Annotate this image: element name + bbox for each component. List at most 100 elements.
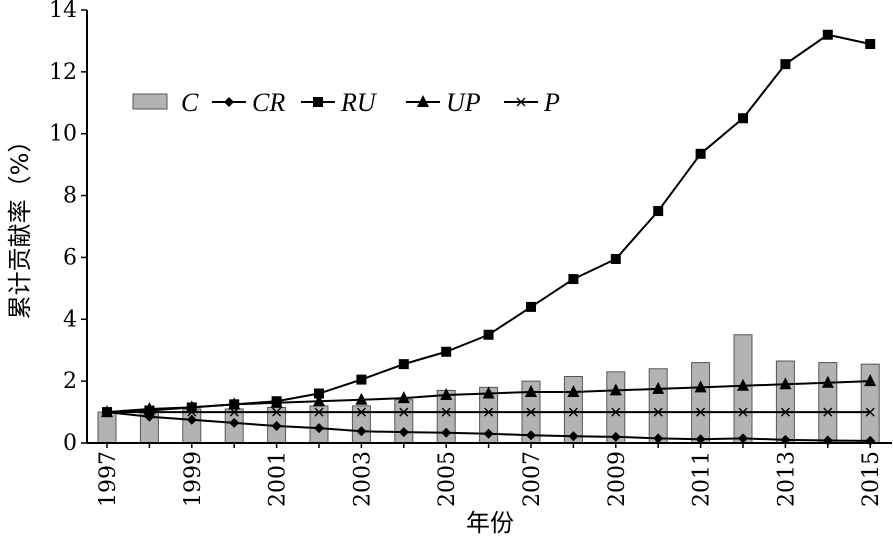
- point-up: [694, 380, 707, 393]
- point-up: [440, 388, 453, 401]
- y-tick-label: 10: [49, 122, 77, 147]
- point-up: [821, 375, 834, 388]
- legend-marker-up: [417, 95, 429, 107]
- point-p: [314, 407, 324, 417]
- bar-c: [182, 408, 202, 444]
- point-ru: [568, 274, 579, 285]
- x-axis-title: 年份: [466, 509, 514, 537]
- point-p: [823, 407, 833, 417]
- point-p: [272, 407, 282, 417]
- point-p: [653, 407, 663, 417]
- point-up: [737, 378, 749, 391]
- point-up: [779, 377, 792, 390]
- legend-marker-ru: [313, 97, 323, 107]
- point-p: [399, 407, 409, 417]
- x-tick-label: 2003: [350, 451, 375, 507]
- point-ru: [610, 253, 621, 264]
- legend-label-ru: RU: [340, 88, 378, 117]
- line-ru: [106, 33, 871, 414]
- point-p: [526, 407, 536, 417]
- axes: [81, 9, 892, 448]
- point-ru: [780, 59, 791, 70]
- point-p: [356, 407, 366, 417]
- point-p: [144, 407, 154, 417]
- point-cr: [568, 431, 579, 442]
- x-tick-label: 1997: [96, 451, 121, 507]
- point-ru: [356, 374, 367, 385]
- point-ru: [653, 206, 664, 217]
- point-p: [441, 407, 451, 417]
- point-cr: [398, 427, 409, 438]
- legend-marker-p: [516, 97, 526, 107]
- x-tick-label: 2001: [266, 451, 291, 507]
- point-cr: [186, 414, 197, 425]
- legend-label-cr: CR: [252, 88, 285, 117]
- point-p: [187, 407, 197, 417]
- point-up: [397, 391, 410, 404]
- bar-c: [775, 360, 795, 444]
- point-ru: [822, 29, 833, 40]
- bar-c: [648, 368, 668, 444]
- point-cr: [314, 423, 324, 434]
- point-p: [229, 407, 239, 417]
- point-ru: [314, 388, 324, 399]
- point-ru: [483, 329, 494, 340]
- y-tick-label: 2: [63, 369, 77, 394]
- x-tick-label: 2005: [435, 451, 460, 507]
- point-up: [228, 397, 241, 410]
- point-p: [611, 407, 621, 417]
- point-up: [652, 381, 665, 394]
- point-p: [738, 407, 748, 417]
- legend-label-up: UP: [446, 88, 481, 117]
- y-tick-label: 8: [63, 184, 77, 209]
- point-ru: [865, 39, 876, 50]
- point-cr: [356, 426, 367, 437]
- point-p: [102, 407, 112, 417]
- bar-c: [691, 362, 711, 444]
- point-p: [696, 407, 706, 417]
- point-up: [609, 383, 622, 396]
- y-tick-label: 0: [63, 431, 77, 456]
- y-tick-label: 6: [63, 245, 77, 270]
- x-tick-label: 2013: [774, 451, 799, 507]
- x-tick-label: 2011: [690, 451, 715, 507]
- point-cr: [610, 431, 621, 442]
- legend-marker-cr: [224, 97, 234, 107]
- point-p: [568, 407, 578, 417]
- point-cr: [483, 428, 494, 439]
- point-up: [313, 394, 325, 407]
- point-cr: [526, 430, 536, 441]
- point-cr: [780, 434, 791, 445]
- point-ru: [398, 359, 409, 370]
- point-ru: [441, 346, 452, 357]
- legend-label-c: C: [181, 88, 199, 117]
- line-series: [101, 29, 877, 446]
- point-cr: [441, 427, 452, 438]
- point-cr: [271, 420, 282, 431]
- y-tick-label: 4: [63, 307, 77, 332]
- point-up: [355, 392, 368, 405]
- point-up: [567, 384, 580, 397]
- tick-labels: 0 2 4 6 8 10 12 14 1997 1999 2001 2003 2005 2007 2009 2…: [49, 0, 884, 507]
- point-cr: [738, 433, 748, 444]
- y-tick-label: 12: [49, 60, 77, 85]
- point-cr: [229, 417, 240, 428]
- bar-c: [818, 362, 838, 444]
- point-up: [864, 374, 877, 387]
- point-cr: [822, 435, 833, 446]
- point-ru: [738, 113, 748, 124]
- point-p: [484, 407, 494, 417]
- legend-swatch-c: [132, 93, 168, 110]
- point-up: [525, 384, 537, 397]
- y-tick-label: 14: [49, 0, 77, 23]
- point-p: [780, 407, 790, 417]
- x-tick-label: 1999: [181, 451, 206, 507]
- point-cr: [653, 433, 664, 444]
- point-up: [270, 395, 283, 408]
- point-p: [865, 407, 875, 417]
- x-tick-label: 2015: [859, 451, 884, 507]
- point-up: [482, 386, 495, 399]
- x-tick-label: 2007: [520, 451, 545, 507]
- legend: C CR RU UP P: [132, 88, 560, 117]
